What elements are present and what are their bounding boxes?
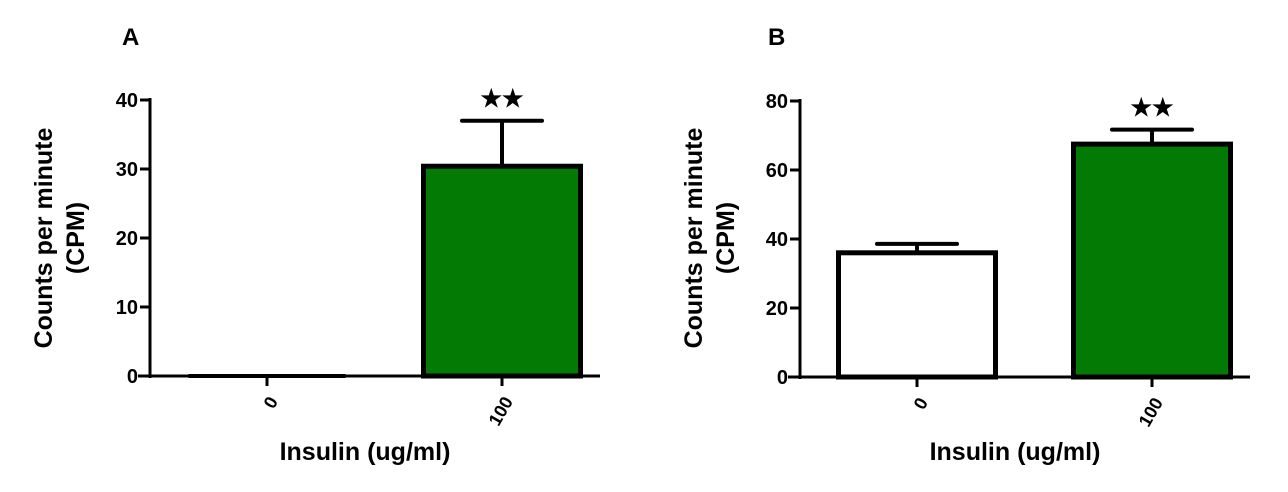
x-axis-label: Insulin (ug/ml) xyxy=(280,438,451,466)
y-tick-label: 80 xyxy=(766,91,788,113)
panel-b: B 0 ★★ 100 0 20 40 60 80 Insulin (ug/ml) Counts pe… xyxy=(680,24,1250,466)
y-axis-label: Counts per minute xyxy=(680,127,708,348)
x-tick-label: 0 xyxy=(910,394,932,413)
significance-marker: ★★ xyxy=(480,86,524,113)
bar xyxy=(1071,141,1233,380)
x-axis-label: Insulin (ug/ml) xyxy=(930,438,1101,466)
y-tick-label: 0 xyxy=(777,367,788,389)
y-axis-label: Counts per minute xyxy=(30,127,58,348)
x-tick-label: 0 xyxy=(260,393,282,412)
y-axis-label: (CPM) xyxy=(62,202,90,274)
y-tick-label: 60 xyxy=(766,160,788,182)
y-tick-label: 20 xyxy=(116,228,138,250)
bar xyxy=(836,250,998,380)
y-tick-label: 0 xyxy=(127,366,138,388)
x-tick-label: 100 xyxy=(1135,394,1167,430)
panel-label: A xyxy=(122,24,139,51)
panel-a: A 0 ★★ 100 0 10 20 30 40 Insulin (ug/ml) Counts pe… xyxy=(30,24,600,466)
y-tick-label: 10 xyxy=(116,297,138,319)
y-tick-label: 20 xyxy=(766,298,788,320)
significance-marker: ★★ xyxy=(1130,95,1174,122)
y-tick-label: 30 xyxy=(116,159,138,181)
y-axis-label: (CPM) xyxy=(712,202,740,274)
y-tick-label: 40 xyxy=(116,90,138,112)
panel-label: B xyxy=(768,24,785,51)
y-tick-label: 40 xyxy=(766,229,788,251)
x-tick-label: 100 xyxy=(485,393,517,429)
bar xyxy=(421,163,583,379)
